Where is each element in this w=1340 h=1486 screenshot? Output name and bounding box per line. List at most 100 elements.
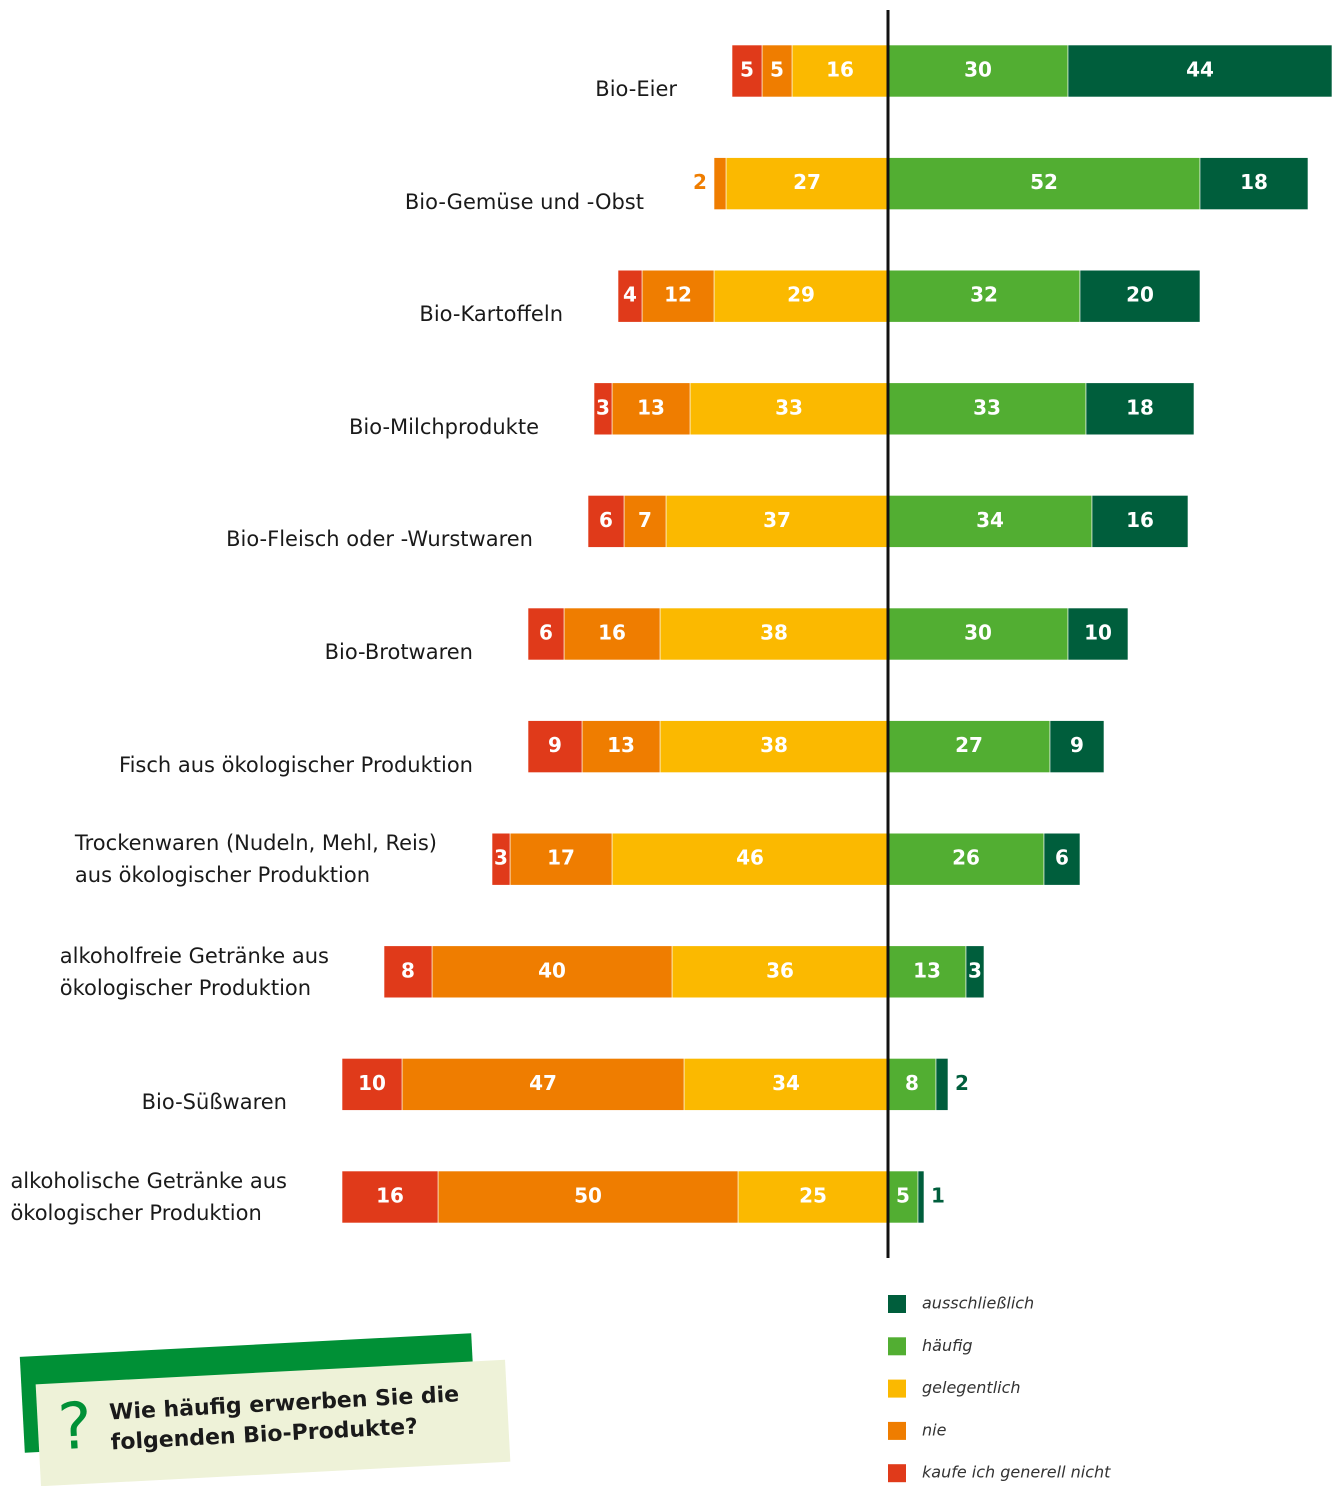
value-label: 16 (598, 621, 626, 645)
bar-segment (491, 832, 511, 886)
value-label: 32 (970, 283, 998, 307)
value-label: 2 (955, 1071, 969, 1095)
value-label: 16 (376, 1184, 404, 1208)
bar-segment (341, 1058, 403, 1111)
legend-swatch (888, 1337, 906, 1356)
bar-segment (641, 269, 715, 323)
value-label: 13 (913, 958, 941, 982)
value-label: 29 (787, 283, 815, 307)
bar-segment (1085, 382, 1195, 436)
bar-segment (341, 1170, 439, 1224)
bar-segment (665, 495, 889, 548)
bar-segment (887, 1058, 937, 1111)
value-label: 27 (955, 733, 983, 757)
bar-segment (383, 945, 433, 999)
value-label: 7 (638, 508, 652, 532)
category-label: Trockenwaren (Nudeln, Mehl, Reis) aus ök… (74, 831, 437, 888)
value-label: 5 (770, 58, 784, 82)
value-label: 8 (401, 958, 415, 982)
value-label: 27 (793, 170, 821, 194)
value-label: 5 (740, 58, 754, 82)
bar-segment (887, 44, 1069, 98)
bar-segment (887, 495, 1093, 548)
bar-segment (611, 832, 889, 886)
value-label: 52 (1030, 170, 1058, 194)
bar-segment (659, 607, 889, 661)
bar-segment (725, 157, 889, 210)
bar-segment (527, 720, 583, 773)
value-label: 46 (736, 846, 764, 870)
question-text: Wie häufig erwerben Sie die folgenden Bi… (108, 1382, 460, 1456)
value-label: 33 (973, 395, 1001, 419)
category-label: alkoholische Getränke aus ökologischer P… (10, 1169, 287, 1225)
value-label: 8 (905, 1071, 919, 1095)
bar-segment (527, 607, 565, 661)
value-label: 6 (539, 621, 553, 645)
value-label: 10 (358, 1071, 386, 1095)
legend-label: ausschließlich (922, 1294, 1034, 1313)
value-label: 3 (968, 958, 982, 982)
category-label: Bio-Fleisch oder -Wurstwaren (226, 527, 533, 552)
bar-segment (1091, 495, 1189, 548)
question-mark: ? (56, 1389, 94, 1466)
legend-label: kaufe ich generell nicht (922, 1463, 1111, 1482)
value-label: 6 (599, 508, 613, 532)
legend-label: häufig (922, 1336, 973, 1355)
value-label: 38 (760, 733, 788, 757)
bar-segment (593, 382, 613, 436)
bar-segment (887, 945, 967, 999)
bar-segment (737, 1170, 889, 1224)
category-label: Bio-Eier (595, 77, 677, 101)
value-label: 13 (637, 395, 665, 419)
value-label: 18 (1240, 170, 1268, 194)
legend-swatch (888, 1295, 906, 1313)
bar-segment (617, 269, 643, 323)
value-label: 10 (1084, 621, 1112, 645)
bar-segment (761, 44, 793, 98)
bar-segment (611, 382, 691, 436)
bar-segment (1043, 832, 1081, 886)
bar-segment (1067, 44, 1333, 98)
bar-segment (587, 495, 625, 548)
bar-segment (1079, 269, 1201, 323)
value-label: 6 (1055, 846, 1069, 870)
bar-segment (887, 269, 1081, 323)
value-label: 30 (964, 58, 992, 82)
value-label: 34 (976, 508, 1004, 532)
value-label: 40 (538, 958, 566, 982)
value-label: 13 (607, 733, 635, 757)
bar-segment (683, 1058, 889, 1111)
legend-swatch (888, 1464, 906, 1483)
value-label: 33 (775, 395, 803, 419)
category-label: alkoholfreie Getränke aus ökologischer P… (59, 943, 329, 1000)
bar-segment (581, 720, 661, 773)
value-label: 12 (664, 283, 692, 307)
bar-segment (887, 607, 1069, 661)
value-label: 36 (766, 958, 794, 982)
bar-segment (887, 1170, 919, 1224)
value-label: 9 (1070, 733, 1084, 757)
bar-segment (713, 157, 727, 210)
category-label: Bio-Milchprodukte (348, 414, 539, 439)
bar-segment (431, 945, 673, 999)
bar-segment (509, 832, 613, 886)
value-label: 4 (623, 283, 637, 307)
bar-segment (437, 1170, 739, 1224)
value-label: 37 (763, 508, 791, 532)
legend-label: nie (922, 1420, 947, 1439)
value-label: 3 (596, 395, 610, 419)
category-label: Bio-Süßwaren (141, 1090, 287, 1115)
category-label: Fisch aus ökologischer Produktion (119, 752, 473, 777)
bar-segment (965, 945, 985, 999)
bar-segment (689, 382, 889, 436)
value-label: 17 (547, 846, 575, 870)
legend-label: gelegentlich (922, 1378, 1021, 1397)
bar-segment (887, 720, 1051, 773)
value-label: 1 (931, 1184, 945, 1208)
value-label: 26 (952, 846, 980, 870)
value-label: 9 (548, 733, 562, 757)
bar-segment (1067, 607, 1129, 661)
legend-swatch (888, 1379, 906, 1398)
